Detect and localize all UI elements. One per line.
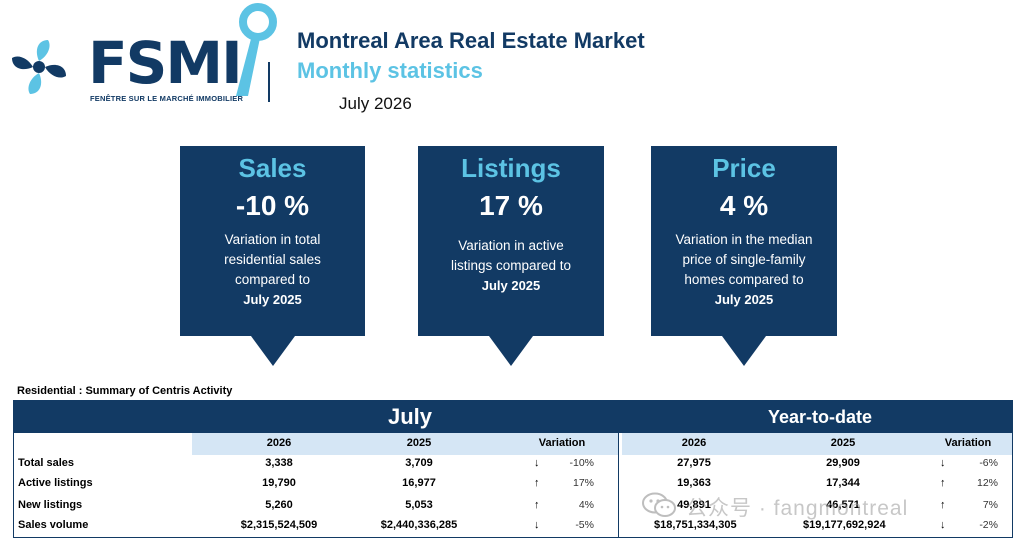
- july-variation-value: 17%: [572, 477, 594, 489]
- ytd-variation-value: 12%: [976, 477, 998, 489]
- kpi-title: Price: [712, 153, 776, 183]
- summary-table: July Year-to-date 2026 2025 Variation 20…: [13, 400, 1013, 538]
- trend-down-icon: ↓: [940, 519, 946, 531]
- trend-up-icon: ↑: [940, 477, 946, 489]
- logo-tagline: FENÊTRE SUR LE MARCHÉ IMMOBILIER: [90, 94, 244, 103]
- row-label: Sales volume: [18, 519, 89, 531]
- july-header: July: [192, 401, 628, 433]
- row-label: Total sales: [18, 457, 75, 469]
- report-subtitle: Monthly statistics: [297, 58, 483, 83]
- ytd-2025-value: 29,909: [826, 457, 860, 469]
- ytd-2025-value: 46,571: [826, 499, 860, 511]
- column-header-ytd-2026: 2026: [681, 437, 707, 449]
- row-label: Active listings: [18, 477, 93, 489]
- fsmi-logo-mark-icon: [12, 40, 66, 94]
- kpi-value: 4 %: [719, 190, 769, 221]
- kpi-description: Variation in the median price of single-…: [675, 232, 813, 287]
- block-divider: [618, 433, 619, 537]
- column-header-ytd-variation: Variation: [944, 437, 992, 449]
- table-caption: Residential : Summary of Centris Activit…: [17, 385, 233, 397]
- july-2026-value: 19,790: [262, 477, 296, 489]
- ytd-2025-value: 17,344: [826, 477, 860, 489]
- ytd-2025-value: $19,177,692,924: [803, 519, 886, 531]
- july-column-header-band: [192, 433, 618, 455]
- july-2025-value: 16,977: [402, 477, 436, 489]
- kpi-card-listings: Listings 17 % Variation in active listin…: [418, 146, 604, 366]
- header-divider: [268, 62, 270, 102]
- july-2026-value: 5,260: [265, 499, 293, 511]
- kpi-title: Sales: [238, 153, 307, 183]
- ytd-2026-value: 19,363: [677, 477, 711, 489]
- trend-down-icon: ↓: [534, 519, 540, 531]
- kpi-reference: July 2025: [481, 278, 541, 293]
- column-header-july-variation: Variation: [538, 437, 586, 449]
- row-label: New listings: [18, 499, 83, 511]
- wechat-icon: [642, 492, 676, 517]
- column-header-july-2025: 2025: [406, 437, 432, 449]
- ytd-2026-value: $18,751,334,305: [654, 519, 737, 531]
- trend-down-icon: ↓: [940, 457, 946, 469]
- ytd-variation-value: -2%: [979, 519, 998, 531]
- column-header-ytd-2025: 2025: [830, 437, 856, 449]
- report-title: Montreal Area Real Estate Market: [297, 28, 645, 53]
- ytd-2026-value: 49,891: [677, 499, 711, 511]
- july-variation-value: -10%: [569, 457, 594, 469]
- kpi-reference: July 2025: [714, 292, 774, 307]
- ytd-2026-value: 27,975: [677, 457, 711, 469]
- trend-down-icon: ↓: [534, 457, 540, 469]
- ytd-variation-value: 7%: [982, 499, 998, 511]
- table-corner: [14, 401, 192, 433]
- ytd-column-header-band: [622, 433, 1012, 455]
- report-period: July 2026: [339, 94, 412, 113]
- kpi-value: 17 %: [479, 190, 543, 221]
- watermark-text: 公众号 · fangmontreal: [686, 497, 909, 520]
- fsmi-logo-wordmark: FSMI: [88, 29, 243, 97]
- kpi-description: Variation in total residential sales com…: [224, 232, 321, 287]
- location-pin-icon: [236, 3, 277, 96]
- trend-up-icon: ↑: [534, 477, 540, 489]
- ytd-variation-value: -6%: [979, 457, 998, 469]
- july-2025-value: $2,440,336,285: [380, 519, 458, 531]
- kpi-description: Variation in active listings compared to: [450, 238, 572, 273]
- july-variation-value: -5%: [575, 519, 594, 531]
- kpi-card-price: Price 4 % Variation in the median price …: [651, 146, 837, 366]
- july-2025-value: 5,053: [405, 499, 433, 511]
- trend-up-icon: ↑: [534, 499, 540, 511]
- trend-up-icon: ↑: [940, 499, 946, 511]
- column-header-july-2026: 2026: [266, 437, 292, 449]
- kpi-card-sales: Sales -10 % Variation in total residenti…: [180, 146, 365, 366]
- july-2025-value: 3,709: [405, 457, 433, 469]
- kpi-title: Listings: [461, 153, 561, 183]
- ytd-header: Year-to-date: [628, 401, 1012, 433]
- kpi-reference: July 2025: [243, 292, 302, 307]
- july-variation-value: 4%: [578, 499, 594, 511]
- kpi-value: -10 %: [235, 190, 310, 221]
- july-2026-value: 3,338: [265, 457, 293, 469]
- july-2026-value: $2,315,524,509: [240, 519, 318, 531]
